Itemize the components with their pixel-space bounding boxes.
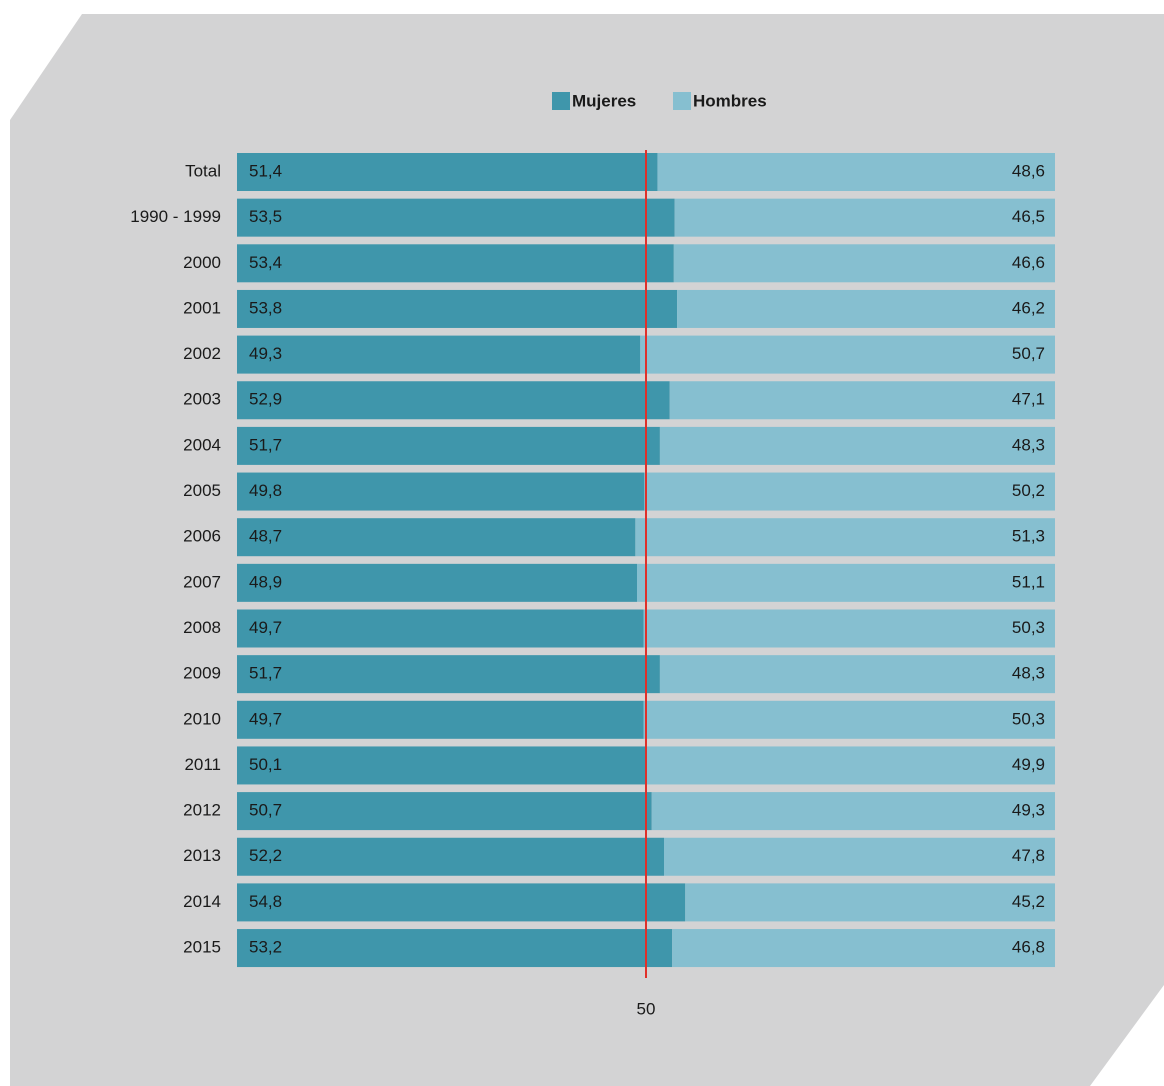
value-label: 49,3: [1012, 801, 1045, 820]
bar-segment: [237, 929, 673, 968]
value-label: 48,3: [1012, 435, 1045, 454]
bar-segment: [237, 837, 664, 876]
value-label: 50,1: [249, 755, 282, 774]
bar-segment: [237, 655, 660, 694]
bar-segment: [237, 700, 644, 739]
bar-segment: [673, 244, 1055, 283]
value-label: 50,2: [1012, 481, 1045, 500]
bar-segment: [651, 792, 1055, 831]
value-label: 54,8: [249, 892, 282, 911]
y-tick-label: 2007: [183, 572, 221, 591]
y-tick-label: 1990 - 1999: [130, 207, 221, 226]
y-tick-label: 2002: [183, 344, 221, 363]
value-label: 49,7: [249, 618, 282, 637]
value-label: 51,7: [249, 664, 282, 683]
value-label: 50,3: [1012, 618, 1045, 637]
value-label: 46,6: [1012, 253, 1045, 272]
bar-segment: [237, 883, 686, 922]
value-label: 48,6: [1012, 161, 1045, 180]
bar-segment: [657, 153, 1055, 191]
y-tick-label: 2000: [183, 253, 221, 272]
bar-segment: [237, 426, 660, 465]
legend-label: Hombres: [693, 91, 767, 110]
value-label: 46,8: [1012, 938, 1045, 957]
bar-segment: [237, 289, 678, 328]
bar-segment: [685, 883, 1055, 922]
value-label: 46,2: [1012, 298, 1045, 317]
value-label: 45,2: [1012, 892, 1045, 911]
y-tick-label: 2004: [183, 435, 221, 454]
y-tick-label: 2010: [183, 709, 221, 728]
y-tick-label: 2008: [183, 618, 221, 637]
value-label: 49,3: [249, 344, 282, 363]
value-label: 49,8: [249, 481, 282, 500]
legend-label: Mujeres: [572, 91, 636, 110]
value-label: 51,1: [1012, 572, 1045, 591]
bar-segment: [237, 335, 641, 374]
bar-segment: [237, 518, 636, 557]
value-label: 53,2: [249, 938, 282, 957]
bar-segment: [674, 198, 1055, 237]
y-tick-label: 2001: [183, 298, 221, 317]
value-label: 47,1: [1012, 390, 1045, 409]
y-tick-label: 2014: [183, 892, 221, 911]
y-tick-label: 2015: [183, 938, 221, 957]
y-tick-label: 2012: [183, 801, 221, 820]
bar-segment: [635, 518, 1055, 557]
value-label: 47,8: [1012, 846, 1045, 865]
bar-segment: [237, 792, 652, 831]
x-tick-label: 50: [637, 999, 656, 1018]
bar-segment: [659, 426, 1055, 465]
value-label: 50,7: [249, 801, 282, 820]
bar-segment: [644, 472, 1055, 511]
bar-segment: [237, 153, 658, 191]
value-label: 48,3: [1012, 664, 1045, 683]
value-label: 48,9: [249, 572, 282, 591]
bar-segment: [669, 381, 1055, 420]
bar-segment: [643, 700, 1055, 739]
value-label: 51,3: [1012, 527, 1045, 546]
bar-segment: [237, 472, 645, 511]
bar-segment: [237, 198, 675, 237]
value-label: 52,9: [249, 390, 282, 409]
legend-swatch: [673, 92, 691, 110]
y-tick-label: 2005: [183, 481, 221, 500]
value-label: 51,4: [249, 161, 282, 180]
bar-segment: [237, 244, 674, 283]
value-label: 53,5: [249, 207, 282, 226]
bar-segment: [659, 655, 1055, 694]
bar-segment: [637, 563, 1055, 602]
value-label: 49,7: [249, 709, 282, 728]
y-tick-label: 2003: [183, 390, 221, 409]
value-label: 52,2: [249, 846, 282, 865]
bar-segment: [237, 746, 647, 785]
y-tick-label: 2011: [184, 755, 221, 774]
value-label: 49,9: [1012, 755, 1045, 774]
bar-segment: [640, 335, 1055, 374]
value-label: 53,4: [249, 253, 282, 272]
bar-segment: [663, 837, 1055, 876]
value-label: 50,7: [1012, 344, 1045, 363]
y-tick-label: 2009: [183, 664, 221, 683]
y-tick-label: 2013: [183, 846, 221, 865]
bar-segment: [677, 289, 1055, 328]
value-label: 50,3: [1012, 709, 1045, 728]
legend-swatch: [552, 92, 570, 110]
bar-segment: [643, 609, 1055, 648]
y-tick-label: 2006: [183, 527, 221, 546]
y-tick-label: Total: [185, 161, 221, 180]
bar-segment: [237, 381, 670, 420]
value-label: 48,7: [249, 527, 282, 546]
bar-segment: [672, 929, 1055, 968]
value-label: 46,5: [1012, 207, 1045, 226]
bar-segment: [646, 746, 1055, 785]
value-label: 53,8: [249, 298, 282, 317]
bar-segment: [237, 609, 644, 648]
value-label: 51,7: [249, 435, 282, 454]
bar-segment: [237, 563, 638, 602]
